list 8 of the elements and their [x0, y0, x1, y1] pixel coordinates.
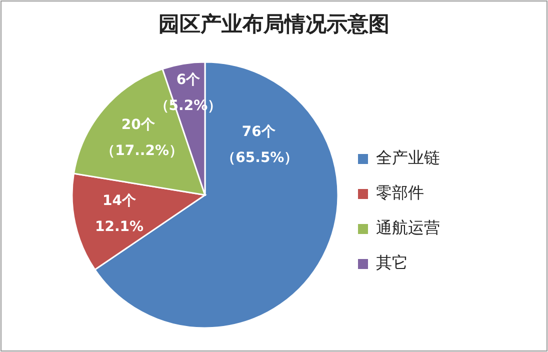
data-label: 76个（65.5%） — [222, 123, 298, 168]
chart-title: 园区产业布局情况示意图 — [158, 11, 390, 38]
legend-label: 全产业链 — [376, 148, 440, 169]
data-label: 14个12.1% — [94, 192, 145, 237]
legend-label: 通航运营 — [376, 218, 440, 239]
data-label: 20个（17..2%） — [101, 116, 183, 162]
legend-label: 零部件 — [376, 183, 424, 204]
legend-label: 其它 — [376, 253, 408, 274]
